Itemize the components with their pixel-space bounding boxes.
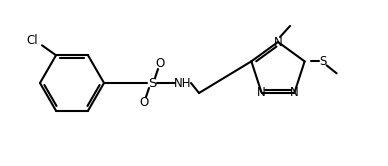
Text: S: S (319, 55, 326, 68)
Text: O: O (139, 96, 149, 110)
Text: S: S (148, 77, 156, 89)
Text: O: O (155, 56, 165, 70)
Text: Cl: Cl (26, 34, 38, 47)
Text: N: N (257, 86, 266, 99)
Text: N: N (274, 36, 282, 48)
Text: N: N (290, 86, 299, 99)
Text: NH: NH (174, 77, 192, 89)
